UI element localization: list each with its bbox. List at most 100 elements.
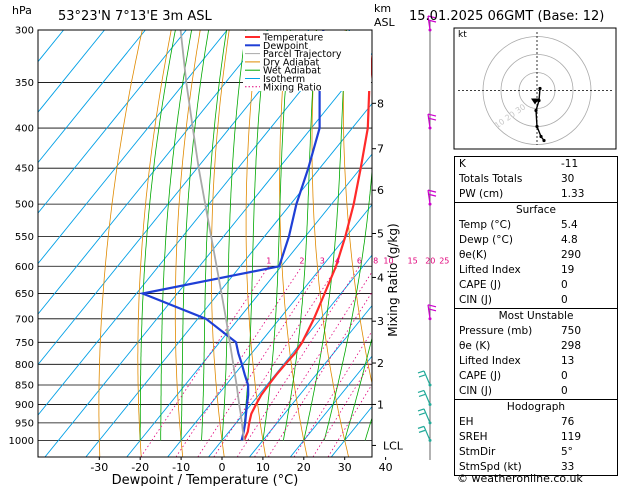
wind-barbs xyxy=(417,15,437,460)
hodograph-point xyxy=(538,86,542,91)
index-value: 290 xyxy=(561,249,582,261)
wind-barb xyxy=(417,408,432,425)
index-value: 0 xyxy=(561,279,568,291)
index-value: 5.4 xyxy=(561,219,578,231)
plot-frame xyxy=(37,29,373,458)
index-label: CIN (J) xyxy=(459,294,492,306)
isotherm-line xyxy=(208,254,372,457)
dry-adiabat-line xyxy=(98,30,143,457)
dry-adiabat-line xyxy=(210,30,230,457)
index-label: Totals Totals xyxy=(459,173,523,185)
isotherm-line xyxy=(44,52,372,457)
index-value: 119 xyxy=(561,431,582,443)
wet-adiabat-line xyxy=(160,30,192,441)
height-tick-label: 7 xyxy=(377,143,384,156)
mixing-ratio-line xyxy=(312,359,372,457)
background-lines xyxy=(0,30,372,457)
mixing-ratio-label: 6 xyxy=(357,256,362,265)
isotherm-line xyxy=(0,30,23,457)
index-label: StmDir xyxy=(459,446,496,458)
indices-row: θe(K) 290 xyxy=(455,248,617,263)
index-label: K xyxy=(459,158,466,170)
temperature-tick-label: -20 xyxy=(131,461,149,474)
parcel-trajectory-line xyxy=(179,30,245,441)
wind-barb xyxy=(417,425,432,442)
height-tick-label: 6 xyxy=(377,184,384,197)
height-tick-label: 5 xyxy=(377,227,384,240)
indices-row: StmDir 5° xyxy=(455,445,617,460)
section-title: Hodograph xyxy=(455,399,617,415)
index-value: 0 xyxy=(561,385,568,397)
mixing-ratio-line xyxy=(267,291,372,457)
height-tick-label: 1 xyxy=(377,398,384,411)
hodograph-point xyxy=(542,138,546,143)
profile-lines xyxy=(138,30,372,441)
location-title: 53°23'N 7°13'E 3m ASL xyxy=(58,9,212,24)
hodograph-point xyxy=(539,134,543,139)
mixing-ratio-line xyxy=(140,266,270,457)
index-label: StmSpd (kt) xyxy=(459,461,522,473)
mixing-ratio-line xyxy=(293,330,372,457)
index-label: Temp (°C) xyxy=(459,219,512,231)
wet-adiabat-line xyxy=(283,30,318,441)
height-tick-label: 8 xyxy=(377,97,384,110)
legend-label: Mixing Ratio xyxy=(263,82,322,93)
indices-row: StmSpd (kt) 33 xyxy=(455,460,617,475)
height-tick-label: LCL xyxy=(383,439,404,452)
wet-adiabat-line xyxy=(139,30,176,441)
pressure-tick-label: 300 xyxy=(15,26,34,37)
x-axis-label: Dewpoint / Temperature (°C) xyxy=(112,473,299,486)
temperature-tick-label: 10 xyxy=(256,461,270,474)
temperature-tick-label: 30 xyxy=(338,461,352,474)
isotherm-line xyxy=(85,102,372,457)
index-value: 30 xyxy=(561,173,575,185)
dry-adiabat-line xyxy=(137,30,172,457)
mixing-ratio-label: 4 xyxy=(335,256,340,265)
pressure-tick-label: 750 xyxy=(15,338,34,349)
index-value: 298 xyxy=(561,340,582,352)
index-label: θe (K) xyxy=(459,340,491,352)
pressure-tick-label: 450 xyxy=(15,164,34,175)
wet-adiabat-line xyxy=(242,30,268,441)
pressure-tick-label: 400 xyxy=(15,124,34,135)
index-value: 19 xyxy=(561,264,575,276)
pressure-tick-label: 700 xyxy=(15,314,34,325)
mixing-ratio-label: 8 xyxy=(373,256,378,265)
pressure-tick-label: 800 xyxy=(15,360,34,371)
isotherm-line xyxy=(249,304,372,457)
indices-row: CAPE (J) 0 xyxy=(455,278,617,293)
index-value: 4.8 xyxy=(561,234,578,246)
mixing-ratio-line xyxy=(254,271,372,457)
legend-label: Isotherm xyxy=(263,74,305,85)
indices-row: PW (cm) 1.33 xyxy=(455,187,617,203)
index-value: 1.33 xyxy=(561,188,585,200)
asl-label: ASL xyxy=(374,16,395,29)
wind-barb xyxy=(417,389,432,406)
pressure-tick-label: 550 xyxy=(15,232,34,243)
dry-adiabat-line xyxy=(245,30,267,457)
pressure-tick-label: 500 xyxy=(15,200,34,211)
indices-row: CAPE (J) 0 xyxy=(455,369,617,384)
storm-motion-icon xyxy=(531,98,539,105)
hodograph-point xyxy=(534,108,538,113)
indices-row: SREH 119 xyxy=(455,430,617,445)
mixing-ratio-label: 10 xyxy=(383,256,393,265)
indices-row: Lifted Index 13 xyxy=(455,354,617,369)
legend-label: Wet Adiabat xyxy=(263,66,321,77)
pressure-tick-label: 650 xyxy=(15,289,34,300)
wind-barb xyxy=(427,15,437,32)
height-tick-label: 2 xyxy=(377,357,384,370)
datetime-title: 15.01.2025 06GMT (Base: 12) xyxy=(409,9,605,24)
wet-adiabat-line xyxy=(303,30,347,441)
axis-labels: 1234681015202530035040045050055060065070… xyxy=(9,26,450,486)
section-title: Surface xyxy=(455,202,617,218)
height-tick-label: 4 xyxy=(377,271,384,284)
wind-barb xyxy=(427,189,437,206)
indices-row: Pressure (mb) 750 xyxy=(455,324,617,339)
wind-barb xyxy=(427,304,437,321)
index-label: CAPE (J) xyxy=(459,279,502,291)
index-label: Dewp (°C) xyxy=(459,234,513,246)
mixing-ratio-line xyxy=(175,266,303,457)
section-title-row: Most Unstable xyxy=(455,308,617,324)
